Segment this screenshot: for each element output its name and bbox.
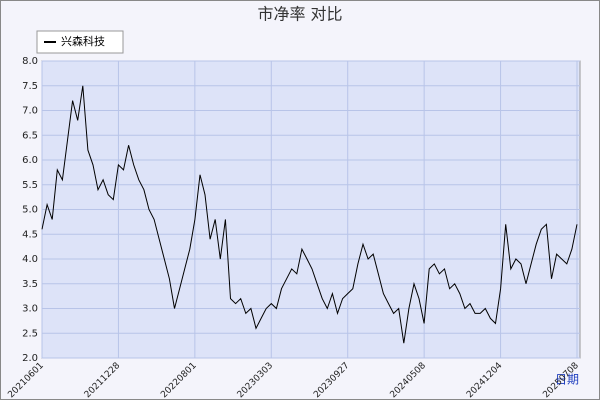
y-tick-label: 6.0 [22, 155, 38, 166]
x-axis-label: 日期 [555, 373, 579, 387]
legend-label: 兴森科技 [61, 34, 105, 48]
legend-box [36, 30, 124, 54]
y-tick-label: 5.0 [22, 205, 38, 216]
y-tick-label: 3.5 [22, 279, 38, 290]
y-tick-label: 3.0 [22, 304, 38, 315]
y-tick-label: 6.5 [22, 130, 38, 141]
y-tick-label: 2.5 [22, 328, 38, 339]
line [41, 85, 578, 344]
y-tick-label: 2.0 [22, 353, 38, 364]
y-tick-label: 7.5 [22, 81, 38, 92]
y-tick-label: 4.5 [22, 229, 38, 240]
chart-title: 市净率 对比 [257, 5, 342, 24]
y-tick-label: 5.5 [22, 180, 38, 191]
y-tick-label: 4.0 [22, 254, 38, 265]
y-tick-label: 8.0 [22, 56, 38, 67]
y-tick-label: 7.0 [22, 106, 38, 117]
